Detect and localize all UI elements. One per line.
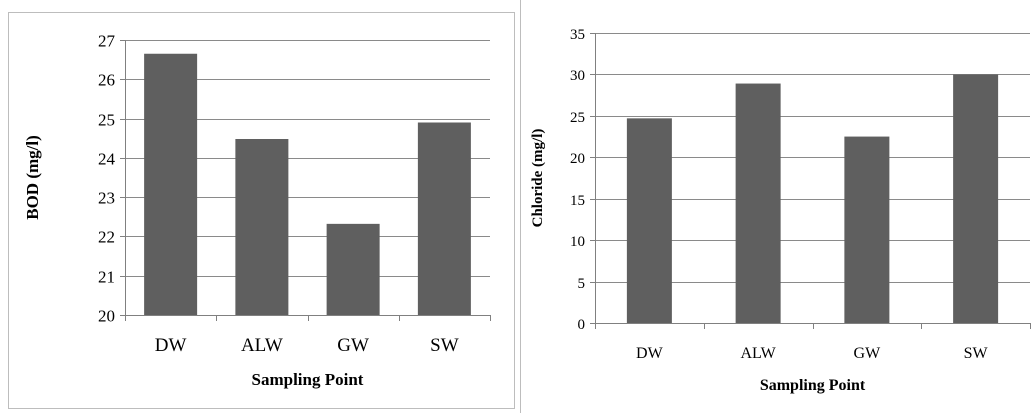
y-tick-label: 30 (570, 68, 585, 84)
x-tick-label: GW (854, 345, 882, 362)
y-tick-label: 27 (98, 31, 116, 50)
x-tick-label: GW (337, 335, 369, 356)
y-tick-label: 0 (578, 317, 586, 333)
bar-dw (144, 53, 198, 315)
bod-chart: 20 21 22 23 24 25 26 27 DW ALW GW SW Sampling Point B… (8, 12, 515, 409)
x-tick-label: SW (430, 335, 459, 356)
y-tick-label: 20 (98, 306, 115, 325)
y-tick-label: 23 (98, 188, 115, 207)
y-tick-label: 10 (570, 234, 585, 250)
y-tick-label: 26 (98, 70, 115, 89)
y-tick-label: 15 (570, 193, 585, 209)
y-tick-label: 35 (570, 27, 585, 43)
y-tick-label: 25 (570, 110, 585, 126)
bar-sw (953, 74, 999, 323)
y-axis-title: BOD (mg/l) (23, 135, 42, 220)
bod-chart-panel: 20 21 22 23 24 25 26 27 DW ALW GW SW Sampling Point B… (8, 12, 515, 409)
x-tick-label: ALW (741, 345, 777, 362)
bar-alw (735, 83, 781, 324)
chloride-chart: 0 5 10 15 20 25 30 35 DW ALW GW SW Sampling Point Chl… (520, 0, 1031, 413)
x-axis-title: Sampling Point (252, 370, 364, 389)
x-tick-label: ALW (241, 335, 283, 356)
chloride-chart-panel: 0 5 10 15 20 25 30 35 DW ALW GW SW Sampling Point Chl… (520, 0, 1032, 413)
y-tick-label: 22 (98, 227, 115, 246)
y-tick-label: 25 (98, 110, 115, 129)
y-axis-title: Chloride (mg/l) (530, 129, 546, 228)
bar-dw (626, 118, 672, 323)
y-tick-label: 5 (578, 276, 586, 292)
y-tick-label: 24 (98, 149, 116, 168)
x-tick-label: DW (155, 335, 187, 356)
bar-sw (417, 122, 471, 315)
y-tick-label: 21 (98, 267, 115, 286)
bar-gw (326, 223, 380, 315)
bar-gw (844, 136, 890, 323)
x-axis-title: Sampling Point (760, 377, 866, 394)
chart-border (8, 12, 515, 409)
bar-alw (235, 139, 289, 315)
x-tick-label: SW (964, 345, 989, 362)
x-tick-label: DW (636, 345, 664, 362)
y-tick-label: 20 (570, 151, 585, 167)
